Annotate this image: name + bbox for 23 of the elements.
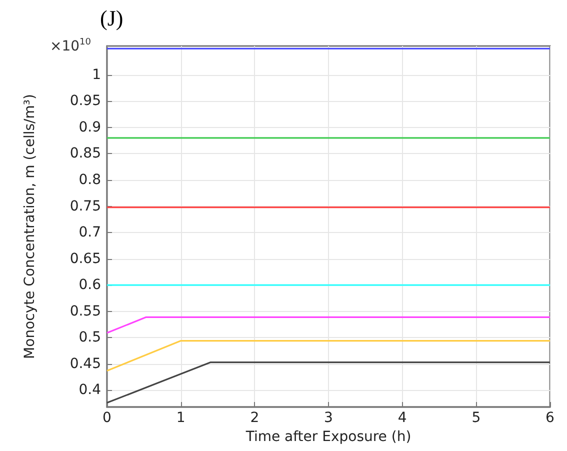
x-tick-label: 4 <box>398 410 407 426</box>
y-axis-title: Monocyte Concentration, m (cells/m³) <box>22 94 38 359</box>
y-tick-label: 0.45 <box>70 356 101 372</box>
y-tick-label: 0.55 <box>70 303 101 320</box>
y-tick-label: 0.6 <box>78 277 102 294</box>
chart-title: (J) <box>100 6 124 30</box>
y-tick-label: 0.7 <box>78 224 101 241</box>
y-tick-label: 0.8 <box>78 172 101 188</box>
y-tick-label: 1 <box>92 66 101 83</box>
y-tick-label: 0.5 <box>78 330 101 346</box>
y-tick-label: 0.95 <box>70 93 101 110</box>
x-tick-label: 0 <box>102 410 112 426</box>
y-tick-label: 0.4 <box>78 382 102 398</box>
y-tick-label: 0.65 <box>70 250 101 267</box>
x-tick-label: 1 <box>176 410 186 426</box>
y-tick-label: 0.9 <box>78 119 101 136</box>
y-tick-label: 0.85 <box>70 146 101 162</box>
x-tick-label: 5 <box>472 410 481 426</box>
y-tick-label: 0.75 <box>70 198 101 214</box>
x-tick-label: 2 <box>250 410 260 426</box>
x-axis-title: Time after Exposure (h) <box>244 428 412 445</box>
x-tick-label: 6 <box>546 410 555 426</box>
x-tick-label: 3 <box>324 410 333 426</box>
